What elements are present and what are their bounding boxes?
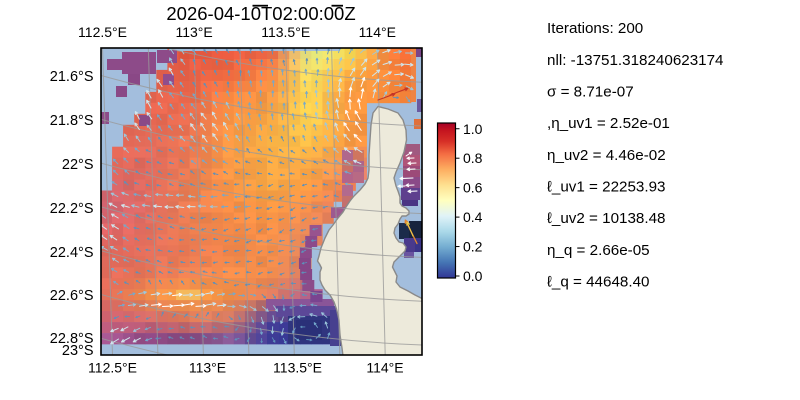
- svg-text:114°E: 114°E: [359, 24, 396, 40]
- svg-text:,η_uv1 = 2.52e-01: ,η_uv1 = 2.52e-01: [547, 115, 670, 132]
- svg-text:112.5°E: 112.5°E: [88, 360, 137, 376]
- svg-text:ℓ_uv1 = 22253.93: ℓ_uv1 = 22253.93: [547, 178, 666, 195]
- svg-text:0.0: 0.0: [463, 268, 483, 284]
- svg-text:0.4: 0.4: [463, 209, 483, 225]
- svg-text:22°S: 22°S: [62, 157, 94, 173]
- svg-text:0.8: 0.8: [463, 150, 483, 166]
- svg-text:22.8°S: 22.8°S: [50, 331, 94, 347]
- svg-text:η_q = 2.66e-05: η_q = 2.66e-05: [547, 242, 650, 259]
- svg-text:23°S: 23°S: [62, 343, 94, 359]
- svg-text:112.5°E: 112.5°E: [78, 24, 127, 40]
- svg-text:113.5°E: 113.5°E: [273, 360, 322, 376]
- svg-text:σ = 8.71e-07: σ = 8.71e-07: [547, 84, 634, 101]
- svg-text:113°E: 113°E: [189, 360, 226, 376]
- svg-text:ℓ_uv2 = 10138.48: ℓ_uv2 = 10138.48: [547, 210, 666, 227]
- svg-text:ℓ_q = 44648.40: ℓ_q = 44648.40: [547, 273, 649, 290]
- svg-text:22.6°S: 22.6°S: [50, 288, 94, 304]
- svg-text:1.0: 1.0: [463, 121, 483, 137]
- svg-text:21.6°S: 21.6°S: [50, 69, 94, 85]
- svg-text:0.2: 0.2: [463, 239, 483, 255]
- svg-text:2026-04-10T02:00:00Z: 2026-04-10T02:00:00Z: [166, 3, 355, 24]
- svg-text:Iterations: 200: Iterations: 200: [547, 20, 643, 37]
- svg-text:22.2°S: 22.2°S: [50, 201, 94, 217]
- svg-text:21.8°S: 21.8°S: [50, 113, 94, 129]
- svg-text:113°E: 113°E: [175, 24, 212, 40]
- svg-text:113.5°E: 113.5°E: [261, 24, 310, 40]
- svg-text:22.4°S: 22.4°S: [50, 245, 94, 261]
- svg-text:η_uv2 = 4.46e-02: η_uv2 = 4.46e-02: [547, 147, 666, 164]
- svg-text:114°E: 114°E: [366, 360, 403, 376]
- svg-text:0.6: 0.6: [463, 180, 483, 196]
- svg-text:nll: -13751.318240623174: nll: -13751.318240623174: [547, 52, 724, 69]
